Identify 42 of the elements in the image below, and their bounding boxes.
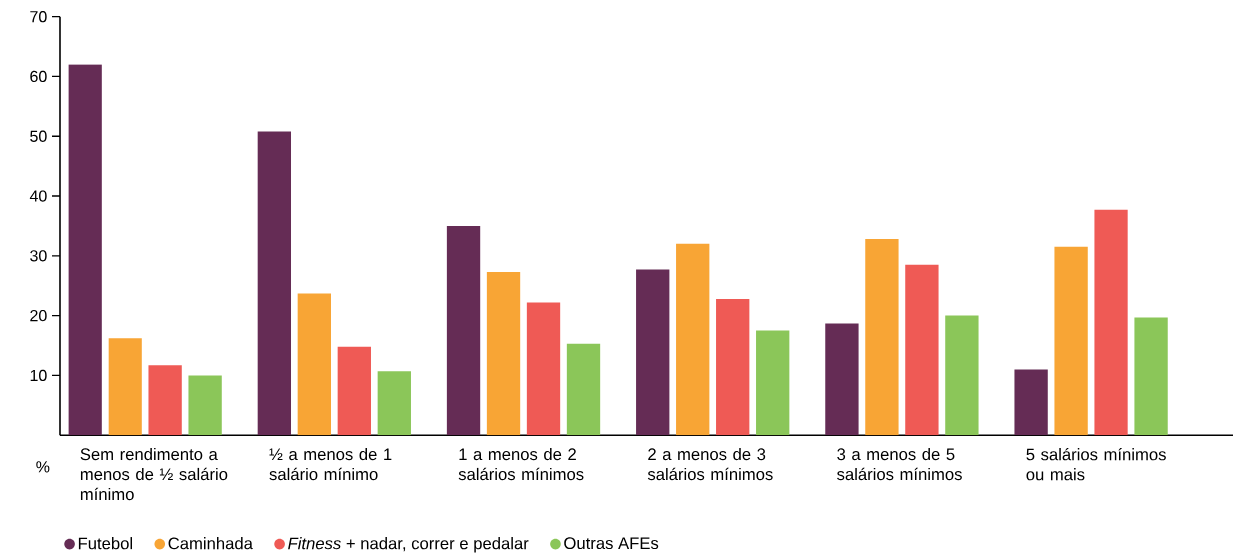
legend-label: Outras AFEs <box>564 537 659 550</box>
bar <box>188 375 222 436</box>
bar <box>1134 317 1168 436</box>
bar <box>1014 369 1048 436</box>
y-tick-label: 40 <box>29 190 47 202</box>
bar <box>716 298 750 436</box>
bar <box>257 131 292 436</box>
bar <box>108 338 142 436</box>
x-tick-label: 2 a menos de 3 salários mínimos <box>647 447 773 481</box>
bar <box>756 330 790 436</box>
bar <box>148 365 182 436</box>
y-tick-label: 60 <box>30 70 47 83</box>
x-tick-label: 3 a menos de 5 salários mínimos <box>837 447 962 481</box>
bar <box>945 315 979 436</box>
bar <box>1094 209 1128 436</box>
x-tick-label: Sem rendimento a menos de ½ salário mínimo <box>80 447 228 501</box>
y-tick-label: 10 <box>30 369 47 381</box>
bar <box>297 293 331 436</box>
bar <box>377 371 411 436</box>
bar <box>486 271 521 436</box>
bar <box>865 239 899 436</box>
bar <box>526 302 561 436</box>
bar <box>905 264 939 436</box>
legend-label: Caminhada <box>168 536 253 550</box>
y-tick-label: 50 <box>30 130 47 142</box>
y-tick-label: 70 <box>30 10 47 23</box>
bar <box>446 225 481 436</box>
y-axis-title: % <box>36 461 50 473</box>
bar <box>636 269 670 436</box>
x-tick-label: ½ a menos de 1 salário mínimo <box>269 447 392 481</box>
legend-label: Futebol <box>78 536 133 550</box>
y-tick-label: 20 <box>30 309 47 322</box>
y-tick-label: 30 <box>30 250 47 262</box>
bar <box>68 64 102 436</box>
bar <box>1054 246 1088 436</box>
x-tick-label: 5 salários mínimos ou mais <box>1026 447 1166 481</box>
bar <box>337 346 371 436</box>
bar <box>825 323 859 436</box>
x-tick-label: 1 a menos de 2 salários mínimos <box>458 447 584 481</box>
legend-label: Fitness + nadar, correr e pedalar <box>288 536 529 553</box>
bar <box>566 343 601 436</box>
bar <box>676 243 710 436</box>
